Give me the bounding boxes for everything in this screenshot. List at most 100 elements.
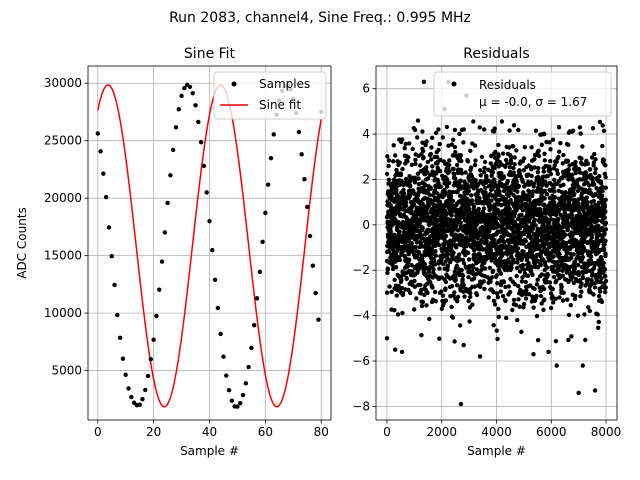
residual-point — [494, 216, 500, 221]
residual-point — [412, 191, 417, 197]
residual-point — [601, 157, 606, 163]
residual-point — [570, 274, 575, 280]
residual-point — [424, 165, 429, 170]
legend-marker-residuals — [451, 81, 457, 87]
residual-point — [458, 323, 463, 328]
residual-point — [590, 175, 595, 180]
legend-stats-text: μ = -0.0, σ = 1.67 — [479, 95, 587, 109]
residual-point — [412, 278, 417, 284]
sample-point — [198, 140, 204, 145]
residual-point — [478, 284, 483, 289]
residual-point — [443, 279, 449, 285]
residual-point — [533, 128, 539, 133]
residual-point — [514, 273, 519, 279]
residual-point — [398, 172, 404, 178]
residual-point — [460, 277, 465, 282]
residual-point — [530, 213, 536, 219]
residual-point — [429, 145, 434, 150]
residual-point — [585, 202, 590, 207]
y-tick-label: −8 — [352, 399, 370, 413]
residual-point — [477, 195, 482, 201]
residual-point — [550, 286, 555, 292]
residual-point — [593, 170, 598, 176]
y-tick-label: 20000 — [44, 191, 82, 205]
residual-point — [542, 297, 547, 302]
residual-point — [556, 125, 562, 130]
residual-point — [468, 294, 473, 300]
residual-point — [388, 229, 393, 234]
residual-point — [478, 173, 483, 178]
residual-point — [536, 165, 541, 171]
residual-point — [573, 164, 578, 169]
residual-point — [598, 181, 604, 186]
residual-point — [411, 227, 416, 233]
x-tick-label: 2000 — [426, 425, 457, 439]
residual-point — [430, 164, 435, 169]
residual-point — [520, 275, 525, 280]
residual-point — [392, 277, 397, 282]
residual-point — [536, 153, 542, 159]
residual-point — [490, 268, 496, 273]
axes-title: Residuals — [463, 46, 529, 62]
residual-point — [441, 301, 446, 306]
residual-point — [536, 148, 541, 153]
residual-point — [425, 290, 430, 296]
sample-point — [112, 282, 117, 288]
residual-point — [416, 250, 422, 255]
residual-point — [541, 169, 546, 174]
residual-point — [390, 191, 395, 196]
residual-point — [566, 312, 572, 318]
sample-point — [238, 401, 243, 406]
residual-point — [503, 298, 508, 304]
residual-point — [593, 280, 598, 285]
residual-outlier-point — [554, 363, 559, 368]
residual-point — [404, 276, 409, 281]
residual-point — [405, 264, 410, 269]
residual-point — [503, 164, 508, 169]
residual-point — [401, 187, 406, 193]
legend-marker-samples — [231, 81, 237, 87]
residual-point — [596, 293, 602, 299]
residual-point — [466, 257, 472, 262]
residual-point — [597, 174, 602, 179]
residual-point — [397, 160, 402, 165]
residual-point — [580, 254, 585, 260]
residual-point — [529, 167, 534, 172]
residual-point — [593, 166, 598, 171]
residual-point — [443, 286, 448, 291]
sample-point — [271, 132, 276, 137]
sample-point — [117, 335, 123, 341]
residual-point — [452, 339, 457, 344]
residual-point — [440, 293, 446, 298]
residual-point — [495, 295, 501, 300]
y-axis-label: ADC Counts — [15, 207, 29, 279]
residual-point — [565, 249, 570, 255]
y-tick-label: −2 — [352, 263, 370, 277]
residual-point — [514, 179, 519, 184]
residual-point — [445, 251, 450, 257]
residual-point — [436, 147, 441, 153]
residual-point — [548, 171, 554, 177]
residual-point — [433, 243, 438, 248]
residual-point — [503, 227, 508, 233]
residual-point — [469, 193, 474, 198]
residual-point — [507, 232, 513, 238]
sample-point — [168, 173, 173, 178]
residual-point — [390, 256, 395, 261]
residual-point — [482, 165, 487, 171]
residual-point — [494, 273, 499, 278]
residual-point — [465, 197, 470, 202]
residual-point — [477, 125, 482, 130]
residual-point — [603, 251, 608, 256]
residual-point — [401, 191, 407, 196]
residual-point — [557, 295, 562, 300]
residual-point — [410, 146, 415, 152]
residual-point — [600, 143, 605, 149]
residual-point — [418, 282, 423, 288]
y-tick-label: 15000 — [44, 249, 82, 263]
sample-point — [229, 398, 235, 403]
residual-point — [461, 282, 466, 288]
residual-point — [590, 271, 595, 276]
y-tick-label: 25000 — [44, 134, 82, 148]
